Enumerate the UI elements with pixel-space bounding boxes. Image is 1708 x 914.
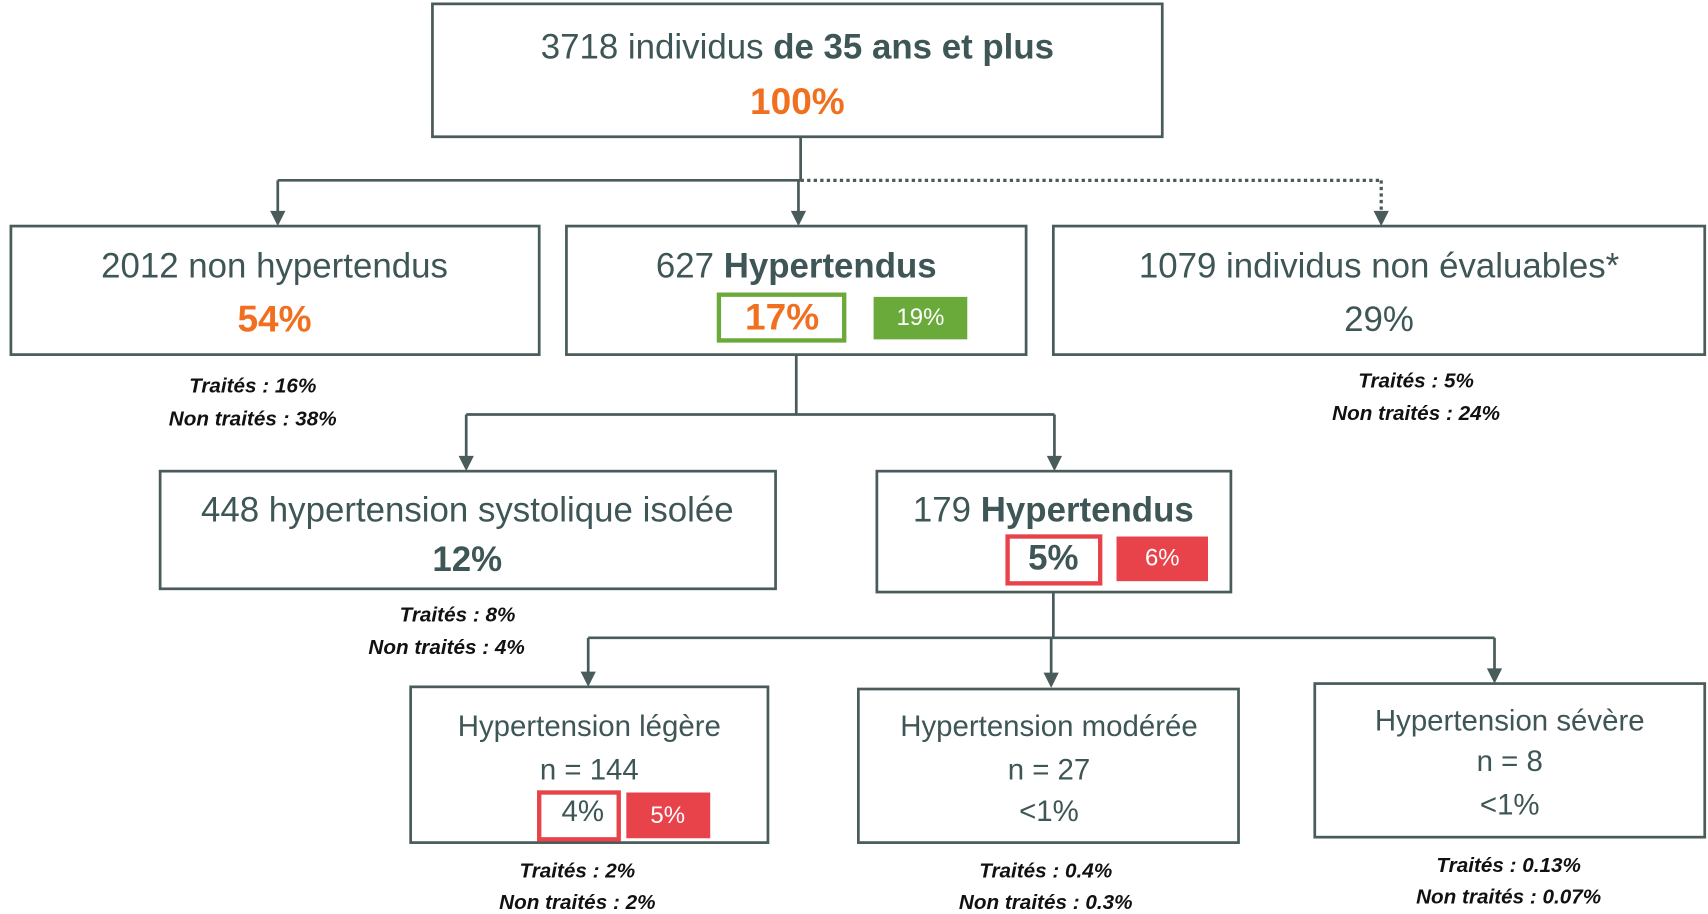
percent: 17% <box>745 296 819 338</box>
percent: 5% <box>1028 539 1078 578</box>
alt-percent-badge <box>626 792 711 839</box>
root-percent: 100% <box>750 80 845 122</box>
label: Hypertendus <box>981 491 1194 530</box>
isolated-systolic-box <box>158 469 777 591</box>
treated-note: Traités : 0.13% <box>1436 854 1581 877</box>
highlight-outline <box>1005 534 1103 586</box>
label: Hypertension modérée <box>900 710 1198 743</box>
label: 448 hypertension systolique isolée <box>201 491 734 530</box>
label: 1079 individus non évaluables* <box>1139 247 1620 286</box>
untreated-note: Non traités : 38% <box>169 407 337 430</box>
untreated-note: Non traités : 24% <box>1332 402 1500 425</box>
connectors <box>270 136 1503 688</box>
root-label: 3718 individus de 35 ans et plus <box>541 28 1054 67</box>
treated-note: Traités : 5% <box>1358 369 1474 392</box>
arrowhead <box>1486 668 1503 684</box>
arrowhead <box>580 671 596 687</box>
label: 2012 non hypertendus <box>101 247 448 286</box>
arrowhead <box>458 455 474 472</box>
treated-note: Traités : 8% <box>400 604 516 627</box>
alt-percent: 6% <box>1145 545 1180 572</box>
label: Hypertension légère <box>458 710 721 743</box>
percent: 12% <box>432 540 502 579</box>
hypertensive-label: 627 Hypertendus <box>656 247 937 286</box>
arrowhead <box>270 210 286 227</box>
percent: <1% <box>1019 795 1079 828</box>
alt-percent-badge <box>1116 536 1209 582</box>
alt-percent: 19% <box>896 304 944 331</box>
arrowhead <box>790 210 807 227</box>
non-evaluable-box <box>1051 224 1707 356</box>
label: Hypertension sévère <box>1375 705 1645 738</box>
highlight-outline <box>716 292 847 343</box>
n: n = 144 <box>540 754 639 787</box>
alt-percent: 5% <box>650 802 685 829</box>
highlight-outline <box>537 790 621 842</box>
label: Hypertendus <box>724 247 937 286</box>
non-hypertensive-box <box>9 224 541 356</box>
n: n = 27 <box>1008 754 1091 787</box>
alt-percent-badge <box>873 296 968 340</box>
treated-note: Traités : 16% <box>189 375 316 398</box>
untreated-note: Non traités : 0.3% <box>959 891 1133 914</box>
percent: <1% <box>1480 788 1540 821</box>
untreated-note: Non traités : 0.07% <box>1416 886 1601 909</box>
untreated-note: Non traités : 2% <box>499 891 655 914</box>
percent: 4% <box>562 795 605 828</box>
severe-box <box>1313 682 1707 839</box>
arrowhead <box>1373 210 1389 227</box>
group: de 35 ans et plus <box>773 28 1054 67</box>
moderate-box <box>856 687 1240 844</box>
root-box <box>431 2 1164 139</box>
percent: 54% <box>237 298 311 340</box>
arrowhead <box>1043 672 1059 688</box>
percent: 29% <box>1344 300 1414 339</box>
count: 179 <box>913 491 981 530</box>
treated-note: Traités : 0.4% <box>979 859 1112 882</box>
untreated-note: Non traités : 4% <box>368 636 524 659</box>
count: 3718 individus <box>541 28 773 67</box>
count: 627 <box>656 247 724 286</box>
arrowhead <box>1046 455 1063 472</box>
n: n = 8 <box>1477 745 1543 778</box>
treated-note: Traités : 2% <box>519 859 635 882</box>
hypertensive-2-label: 179 Hypertendus <box>913 491 1194 530</box>
